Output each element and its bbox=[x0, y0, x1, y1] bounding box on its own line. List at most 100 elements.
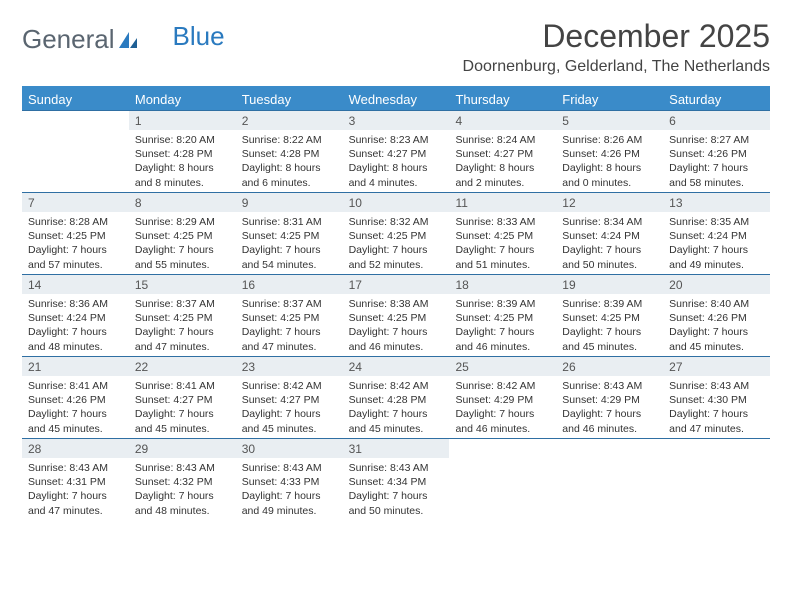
day-number-row: 123456 bbox=[22, 110, 770, 130]
day-cell bbox=[663, 458, 770, 520]
sunrise-text: Sunrise: 8:43 AM bbox=[28, 461, 123, 475]
daylight-text-2: and 45 minutes. bbox=[349, 422, 444, 436]
daylight-text-2: and 57 minutes. bbox=[28, 258, 123, 272]
day-cell: Sunrise: 8:36 AMSunset: 4:24 PMDaylight:… bbox=[22, 294, 129, 356]
day-number-row: 28293031 bbox=[22, 438, 770, 458]
day-number: 17 bbox=[343, 275, 450, 294]
sunrise-text: Sunrise: 8:27 AM bbox=[669, 133, 764, 147]
sunrise-text: Sunrise: 8:31 AM bbox=[242, 215, 337, 229]
sunrise-text: Sunrise: 8:37 AM bbox=[135, 297, 230, 311]
daylight-text-1: Daylight: 7 hours bbox=[242, 407, 337, 421]
daylight-text-2: and 0 minutes. bbox=[562, 176, 657, 190]
day-cell: Sunrise: 8:42 AMSunset: 4:27 PMDaylight:… bbox=[236, 376, 343, 438]
sunset-text: Sunset: 4:25 PM bbox=[562, 311, 657, 325]
daylight-text-1: Daylight: 7 hours bbox=[135, 243, 230, 257]
day-number-row: 21222324252627 bbox=[22, 356, 770, 376]
daylight-text-2: and 2 minutes. bbox=[455, 176, 550, 190]
daylight-text-1: Daylight: 7 hours bbox=[455, 407, 550, 421]
daylight-text-2: and 55 minutes. bbox=[135, 258, 230, 272]
daylight-text-1: Daylight: 7 hours bbox=[28, 407, 123, 421]
day-cell: Sunrise: 8:23 AMSunset: 4:27 PMDaylight:… bbox=[343, 130, 450, 192]
daylight-text-2: and 45 minutes. bbox=[242, 422, 337, 436]
daylight-text-1: Daylight: 7 hours bbox=[349, 489, 444, 503]
daylight-text-2: and 46 minutes. bbox=[562, 422, 657, 436]
sunset-text: Sunset: 4:26 PM bbox=[669, 147, 764, 161]
day-cell: Sunrise: 8:41 AMSunset: 4:26 PMDaylight:… bbox=[22, 376, 129, 438]
daylight-text-2: and 54 minutes. bbox=[242, 258, 337, 272]
day-number: 2 bbox=[236, 111, 343, 130]
daylight-text-1: Daylight: 7 hours bbox=[242, 325, 337, 339]
daylight-text-1: Daylight: 8 hours bbox=[455, 161, 550, 175]
day-cell: Sunrise: 8:39 AMSunset: 4:25 PMDaylight:… bbox=[449, 294, 556, 356]
sunset-text: Sunset: 4:25 PM bbox=[455, 229, 550, 243]
day-cell: Sunrise: 8:42 AMSunset: 4:28 PMDaylight:… bbox=[343, 376, 450, 438]
daylight-text-2: and 6 minutes. bbox=[242, 176, 337, 190]
daylight-text-1: Daylight: 7 hours bbox=[349, 243, 444, 257]
sunset-text: Sunset: 4:26 PM bbox=[669, 311, 764, 325]
sail-icon bbox=[117, 30, 139, 50]
sunset-text: Sunset: 4:32 PM bbox=[135, 475, 230, 489]
day-cell: Sunrise: 8:27 AMSunset: 4:26 PMDaylight:… bbox=[663, 130, 770, 192]
daylight-text-1: Daylight: 7 hours bbox=[455, 243, 550, 257]
day-number: 25 bbox=[449, 357, 556, 376]
day-number: 10 bbox=[343, 193, 450, 212]
sunset-text: Sunset: 4:25 PM bbox=[349, 229, 444, 243]
day-cell bbox=[556, 458, 663, 520]
day-number: 23 bbox=[236, 357, 343, 376]
sunrise-text: Sunrise: 8:43 AM bbox=[562, 379, 657, 393]
daylight-text-1: Daylight: 7 hours bbox=[349, 325, 444, 339]
day-cell: Sunrise: 8:31 AMSunset: 4:25 PMDaylight:… bbox=[236, 212, 343, 274]
day-number: 20 bbox=[663, 275, 770, 294]
sunset-text: Sunset: 4:25 PM bbox=[349, 311, 444, 325]
day-number: 27 bbox=[663, 357, 770, 376]
brand-part2: Blue bbox=[173, 21, 225, 52]
daylight-text-2: and 8 minutes. bbox=[135, 176, 230, 190]
sunrise-text: Sunrise: 8:43 AM bbox=[135, 461, 230, 475]
calendar: SundayMondayTuesdayWednesdayThursdayFrid… bbox=[22, 86, 770, 520]
day-data-row: Sunrise: 8:43 AMSunset: 4:31 PMDaylight:… bbox=[22, 458, 770, 520]
sunrise-text: Sunrise: 8:24 AM bbox=[455, 133, 550, 147]
sunset-text: Sunset: 4:27 PM bbox=[349, 147, 444, 161]
daylight-text-2: and 48 minutes. bbox=[135, 504, 230, 518]
day-number: 6 bbox=[663, 111, 770, 130]
daylight-text-2: and 45 minutes. bbox=[562, 340, 657, 354]
sunset-text: Sunset: 4:33 PM bbox=[242, 475, 337, 489]
sunrise-text: Sunrise: 8:26 AM bbox=[562, 133, 657, 147]
sunrise-text: Sunrise: 8:43 AM bbox=[349, 461, 444, 475]
sunset-text: Sunset: 4:25 PM bbox=[28, 229, 123, 243]
day-cell: Sunrise: 8:39 AMSunset: 4:25 PMDaylight:… bbox=[556, 294, 663, 356]
day-number: 24 bbox=[343, 357, 450, 376]
location: Doornenburg, Gelderland, The Netherlands bbox=[463, 58, 770, 76]
sunset-text: Sunset: 4:25 PM bbox=[242, 229, 337, 243]
sunset-text: Sunset: 4:25 PM bbox=[455, 311, 550, 325]
sunset-text: Sunset: 4:24 PM bbox=[669, 229, 764, 243]
title-block: December 2025 Doornenburg, Gelderland, T… bbox=[463, 18, 770, 76]
day-number: 7 bbox=[22, 193, 129, 212]
sunrise-text: Sunrise: 8:22 AM bbox=[242, 133, 337, 147]
daylight-text-1: Daylight: 7 hours bbox=[669, 243, 764, 257]
day-number: 9 bbox=[236, 193, 343, 212]
day-number: 28 bbox=[22, 439, 129, 458]
day-number: 22 bbox=[129, 357, 236, 376]
daylight-text-2: and 49 minutes. bbox=[669, 258, 764, 272]
day-cell: Sunrise: 8:43 AMSunset: 4:32 PMDaylight:… bbox=[129, 458, 236, 520]
daylight-text-1: Daylight: 7 hours bbox=[135, 325, 230, 339]
sunset-text: Sunset: 4:26 PM bbox=[562, 147, 657, 161]
daylight-text-2: and 47 minutes. bbox=[669, 422, 764, 436]
sunrise-text: Sunrise: 8:40 AM bbox=[669, 297, 764, 311]
day-number: 26 bbox=[556, 357, 663, 376]
day-number: 21 bbox=[22, 357, 129, 376]
daylight-text-1: Daylight: 7 hours bbox=[349, 407, 444, 421]
daylight-text-2: and 45 minutes. bbox=[669, 340, 764, 354]
day-number: 12 bbox=[556, 193, 663, 212]
sunrise-text: Sunrise: 8:43 AM bbox=[242, 461, 337, 475]
sunset-text: Sunset: 4:25 PM bbox=[242, 311, 337, 325]
sunrise-text: Sunrise: 8:41 AM bbox=[28, 379, 123, 393]
sunrise-text: Sunrise: 8:29 AM bbox=[135, 215, 230, 229]
daylight-text-2: and 50 minutes. bbox=[562, 258, 657, 272]
daylight-text-1: Daylight: 8 hours bbox=[349, 161, 444, 175]
day-number-row: 78910111213 bbox=[22, 192, 770, 212]
daylight-text-1: Daylight: 7 hours bbox=[562, 325, 657, 339]
daylight-text-1: Daylight: 7 hours bbox=[135, 489, 230, 503]
day-number: 15 bbox=[129, 275, 236, 294]
